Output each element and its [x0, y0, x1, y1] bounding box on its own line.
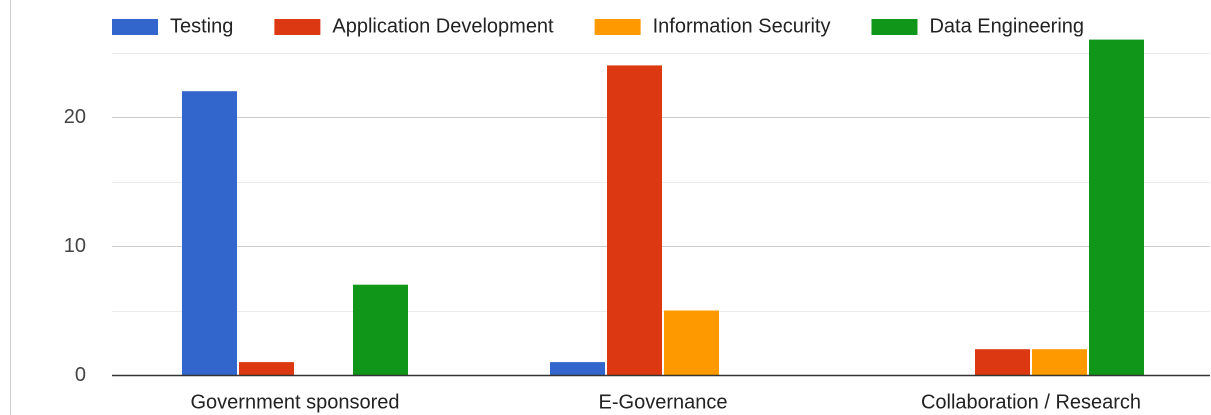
bar [975, 349, 1030, 375]
legend-swatch [594, 19, 641, 35]
bar [1089, 39, 1144, 375]
x-tick-label: E-Governance [599, 391, 728, 413]
bar [607, 65, 662, 376]
legend-label: Data Engineering [929, 15, 1084, 37]
bar [182, 91, 237, 375]
bar [1032, 349, 1087, 375]
bar [550, 362, 605, 375]
bar [239, 362, 294, 375]
legend-swatch [112, 19, 158, 35]
bar [664, 310, 719, 375]
x-tick-label: Government sponsored [190, 391, 399, 413]
legend-label: Testing [170, 15, 233, 37]
y-tick-label: 0 [75, 364, 86, 386]
bar [353, 284, 408, 375]
y-tick-label: 10 [64, 235, 86, 257]
legend-label: Information Security [653, 15, 831, 37]
legend-swatch [871, 19, 918, 35]
legend-swatch [274, 19, 321, 35]
x-tick-label: Collaboration / Research [921, 391, 1141, 413]
legend-label: Application Development [332, 15, 554, 37]
y-tick-label: 20 [64, 106, 86, 128]
